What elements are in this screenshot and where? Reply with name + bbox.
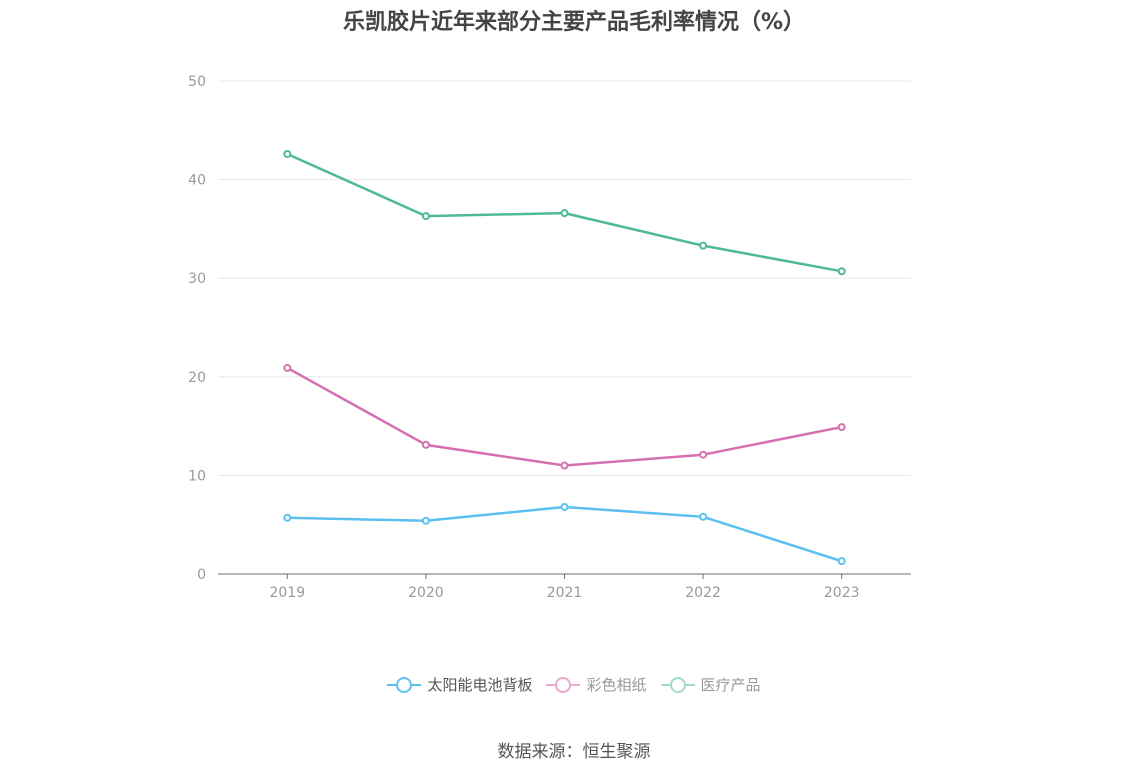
x-tick-label: 2019 <box>269 585 305 601</box>
data-point[interactable] <box>421 212 430 221</box>
series-2 <box>283 149 846 276</box>
data-point[interactable] <box>837 557 846 566</box>
data-point[interactable] <box>699 512 708 521</box>
data-point[interactable] <box>699 450 708 459</box>
data-point[interactable] <box>699 241 708 250</box>
legend-marker-icon <box>387 676 422 694</box>
data-point[interactable] <box>283 363 292 372</box>
legend-item-solar-backsheet[interactable]: 太阳能电池背板 <box>387 674 532 695</box>
data-point[interactable] <box>421 440 430 449</box>
legend-marker-icon <box>546 676 581 694</box>
line-chart: 0 10 20 30 40 50 2019 2020 2021 2022 2023 <box>188 74 911 601</box>
data-point[interactable] <box>837 423 846 432</box>
y-tick-label: 30 <box>188 271 206 287</box>
y-tick-label: 10 <box>188 468 206 484</box>
data-point[interactable] <box>837 267 846 276</box>
axes: 0 10 20 30 40 50 2019 2020 2021 2022 2023 <box>188 74 911 601</box>
series-lines <box>283 149 846 566</box>
legend-item-medical-products[interactable]: 医疗产品 <box>660 674 761 695</box>
series-1 <box>283 363 846 470</box>
x-tick-label: 2022 <box>685 585 721 601</box>
y-tick-label: 40 <box>188 173 206 189</box>
y-tick-label: 50 <box>188 74 206 90</box>
chart-title: 乐凯胶片近年来部分主要产品毛利率情况（%） <box>342 10 806 35</box>
series-0 <box>283 502 846 566</box>
data-point[interactable] <box>560 209 569 218</box>
data-source: 数据来源：恒生聚源 <box>497 742 651 762</box>
grid-lines <box>218 80 911 476</box>
data-point[interactable] <box>560 461 569 470</box>
series-line <box>287 505 843 563</box>
x-tick-label: 2020 <box>408 585 444 601</box>
legend-item-color-photo-paper[interactable]: 彩色相纸 <box>546 674 647 695</box>
data-point[interactable] <box>560 502 569 511</box>
x-tick-label: 2021 <box>547 585 583 601</box>
legend: 太阳能电池背板 彩色相纸 医疗产品 <box>0 674 1148 695</box>
series-line <box>286 366 842 467</box>
x-tick-label: 2023 <box>824 585 860 601</box>
y-tick-label: 0 <box>197 567 206 583</box>
y-tick-label: 20 <box>188 370 206 386</box>
data-point[interactable] <box>283 513 292 522</box>
legend-label: 医疗产品 <box>700 676 761 694</box>
data-point[interactable] <box>283 149 292 158</box>
legend-label: 太阳能电池背板 <box>427 676 533 694</box>
legend-marker-icon <box>660 676 695 694</box>
legend-label: 彩色相纸 <box>586 676 647 694</box>
data-point[interactable] <box>421 516 430 525</box>
